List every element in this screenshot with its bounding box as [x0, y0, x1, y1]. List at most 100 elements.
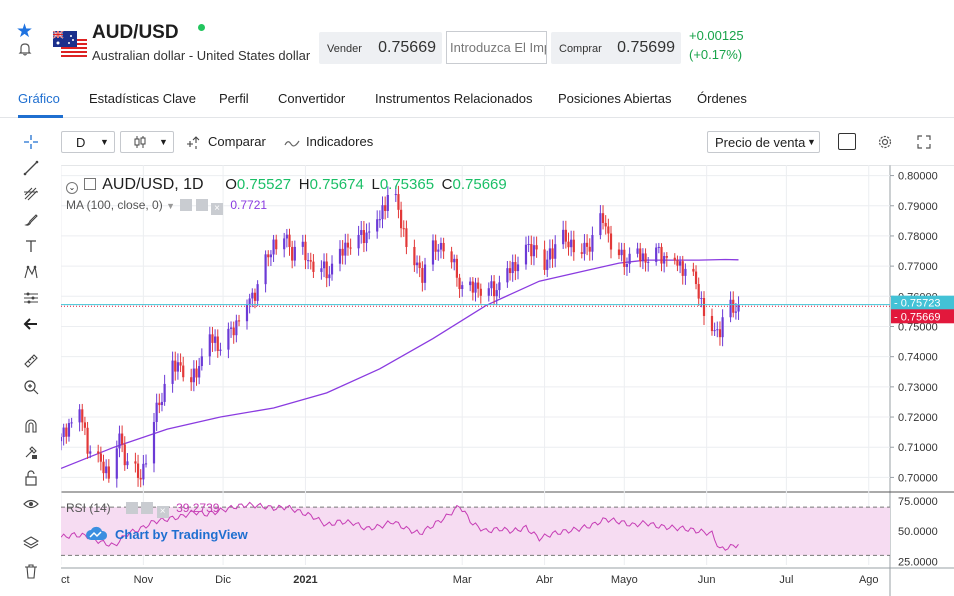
candle-body: [413, 246, 416, 266]
candle-body: [583, 242, 586, 254]
candle-body: [402, 228, 405, 230]
candle-body: [415, 262, 419, 266]
chevron-down-icon: ▼: [159, 137, 168, 147]
expand-icon[interactable]: [917, 135, 931, 149]
layers-icon[interactable]: [19, 532, 43, 554]
tab-convertidor[interactable]: Convertidor: [278, 91, 346, 106]
candle-body: [663, 256, 666, 264]
rsi-line: [61, 501, 739, 551]
candle-body: [418, 262, 421, 269]
candle-body: [126, 461, 129, 466]
text-icon[interactable]: [19, 235, 43, 257]
eye-toggle-icon[interactable]: [126, 502, 139, 514]
tab-ordenes[interactable]: Órdenes: [697, 91, 747, 106]
candle-body: [639, 248, 642, 262]
compare-button[interactable]: Comparar: [208, 134, 266, 149]
legend-o-value: 0.75527: [236, 176, 292, 193]
active-tab-indicator: [18, 115, 63, 118]
amount-input[interactable]: Introduzca El Importe: [446, 31, 547, 64]
candle-body: [660, 246, 663, 264]
candle-body: [524, 244, 528, 265]
chevron-down-icon: ▼: [100, 137, 109, 147]
candle-body: [304, 241, 307, 261]
magnet-icon[interactable]: [19, 415, 43, 437]
lock-drawing-icon[interactable]: [19, 441, 43, 463]
chart-type-select[interactable]: ▼: [120, 131, 174, 153]
tab-posiciones[interactable]: Posiciones Abiertas: [558, 91, 672, 106]
compare-icon[interactable]: [186, 135, 202, 151]
pattern-icon[interactable]: [19, 261, 43, 283]
trash-icon[interactable]: [19, 560, 43, 582]
price-tags: - 0.75723- 0.75669: [61, 295, 954, 324]
candle-body: [546, 259, 549, 270]
candle-body: [474, 282, 477, 293]
candle-body: [285, 234, 288, 239]
tab-perfil[interactable]: Perfil: [219, 91, 249, 106]
candle-body: [487, 288, 490, 296]
instrument-header: ★ AUD/USD Australian dollar - United Sta…: [0, 0, 954, 80]
candle-body: [607, 226, 610, 234]
settings-small-icon[interactable]: [141, 502, 154, 514]
x-tick-label: Jun: [698, 574, 716, 586]
remove-indicator-icon[interactable]: ×: [156, 506, 169, 518]
candle-body: [580, 252, 583, 254]
price-chart[interactable]: 75.0000 50.0000 25.0000 0.80000 0.79000 0.78…: [61, 165, 954, 596]
candle-body: [434, 240, 437, 252]
cloud-logo-icon: [86, 526, 108, 540]
crosshair-icon[interactable]: [19, 131, 43, 153]
y-tick-label: 0.71000: [898, 442, 938, 454]
candle-body: [554, 244, 557, 259]
fib-icon[interactable]: [19, 183, 43, 205]
eye-toggle-icon[interactable]: [180, 199, 193, 211]
price-type-select[interactable]: Precio de venta ▼: [707, 131, 820, 153]
remove-indicator-icon[interactable]: ×: [211, 203, 224, 215]
sell-button[interactable]: Vender 0.75669: [319, 32, 442, 64]
indicators-icon[interactable]: [284, 137, 300, 149]
indicators-button[interactable]: Indicadores: [306, 134, 374, 149]
candle-body: [198, 366, 201, 378]
collapse-icon[interactable]: ⌄: [66, 182, 78, 194]
tradingview-watermark[interactable]: Chart by TradingView: [85, 526, 248, 542]
candle-body: [248, 298, 251, 305]
legend-l-label: L: [371, 176, 380, 193]
candle-body: [588, 246, 591, 252]
tab-grafico[interactable]: Gráfico: [18, 91, 60, 106]
candle-body: [269, 254, 273, 258]
candle-body: [83, 422, 87, 428]
tab-estadisticas[interactable]: Estadísticas Clave: [89, 91, 196, 106]
lock-icon[interactable]: [19, 467, 43, 489]
y-tick-label: 0.75000: [898, 321, 938, 333]
back-arrow-icon[interactable]: [19, 313, 43, 335]
candle-body: [65, 427, 68, 437]
candle-body: [721, 317, 724, 338]
candle-body: [511, 262, 514, 274]
y-tick-label: 0.70000: [898, 472, 938, 484]
ruler-icon[interactable]: [19, 350, 43, 372]
candle-body: [227, 328, 230, 350]
candle-body: [171, 360, 174, 384]
candle-body: [139, 477, 142, 480]
candle-body: [349, 247, 352, 249]
hide-series-icon[interactable]: [83, 178, 96, 190]
candle-body: [479, 288, 482, 296]
gear-icon[interactable]: [877, 134, 893, 150]
fullscreen-checkbox[interactable]: [838, 133, 856, 150]
sell-label: Vender: [327, 43, 362, 55]
buy-button[interactable]: Comprar 0.75699: [551, 32, 681, 64]
interval-select[interactable]: D ▼: [61, 131, 115, 153]
chevron-down-icon[interactable]: ▼: [166, 201, 175, 211]
trend-line-icon[interactable]: [19, 157, 43, 179]
eye-icon[interactable]: [19, 493, 43, 515]
time-axis[interactable]: Oct Nov Dic 2021 Mar Abr Mayo Jun Jul Ago: [61, 574, 879, 586]
tab-instrumentos[interactable]: Instrumentos Relacionados: [375, 91, 533, 106]
candle-body: [105, 466, 108, 474]
alert-bell-icon[interactable]: [18, 42, 32, 56]
y-tick-label: 0.77000: [898, 261, 938, 273]
star-favorite-icon[interactable]: ★: [16, 21, 34, 42]
brush-icon[interactable]: [19, 209, 43, 231]
zoom-in-icon[interactable]: [19, 376, 43, 398]
prediction-icon[interactable]: [19, 287, 43, 309]
settings-small-icon[interactable]: [195, 199, 208, 211]
x-tick-label: 2021: [293, 574, 317, 586]
candle-body: [572, 239, 575, 253]
